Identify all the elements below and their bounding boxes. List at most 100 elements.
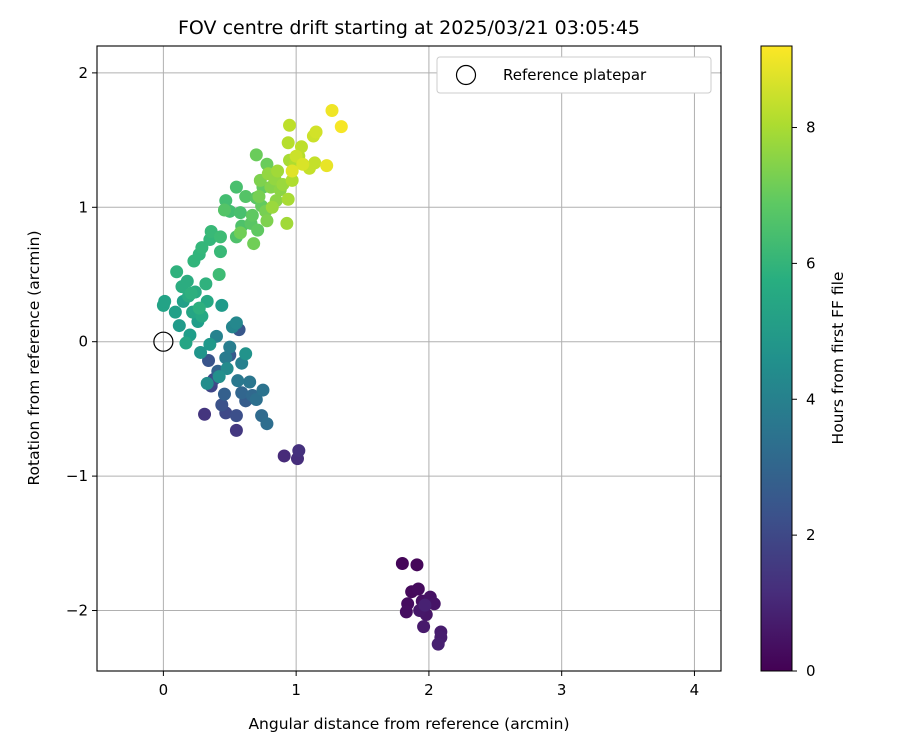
- data-point: [320, 159, 334, 173]
- data-point: [245, 208, 259, 222]
- data-point: [281, 136, 295, 150]
- data-point: [198, 407, 212, 421]
- y-axis-label: Rotation from reference (arcmin): [25, 230, 43, 485]
- data-point: [410, 558, 424, 572]
- y-tick-label: 2: [78, 64, 88, 82]
- data-point: [418, 598, 432, 612]
- x-tick-label: 3: [557, 681, 567, 699]
- grid-lines: [97, 46, 721, 671]
- data-point: [265, 200, 279, 214]
- colorbar: 0 2 4 6 8 Hours from first FF file: [760, 45, 847, 680]
- legend-label: Reference platepar: [503, 66, 647, 84]
- data-point: [399, 605, 413, 619]
- data-point: [285, 173, 299, 187]
- data-point: [179, 336, 193, 350]
- data-point: [229, 180, 243, 194]
- data-points: [156, 104, 448, 651]
- data-point: [247, 237, 261, 251]
- data-point: [411, 582, 425, 596]
- data-point: [213, 230, 227, 244]
- colorbar-tick-label: 0: [806, 662, 816, 680]
- data-point: [199, 277, 213, 291]
- colorbar-label: Hours from first FF file: [829, 272, 847, 445]
- x-axis-label: Angular distance from reference (arcmin): [248, 715, 569, 733]
- data-point: [223, 340, 237, 354]
- x-axis-ticks: 0 1 2 3 4: [159, 671, 700, 699]
- data-point: [431, 637, 445, 651]
- data-point: [212, 370, 226, 384]
- y-tick-label: 1: [78, 198, 88, 216]
- data-point: [280, 216, 294, 230]
- data-point: [271, 164, 285, 178]
- data-point: [256, 383, 270, 397]
- colorbar-tick-label: 4: [806, 390, 816, 408]
- data-point: [172, 319, 186, 333]
- data-point: [168, 305, 182, 319]
- plot-frame: [96, 45, 722, 672]
- data-point: [200, 376, 214, 390]
- x-tick-label: 2: [424, 681, 434, 699]
- data-point: [285, 164, 299, 178]
- data-point: [395, 556, 409, 570]
- reference-point: [153, 331, 174, 352]
- data-point: [195, 241, 209, 255]
- x-tick-label: 4: [690, 681, 700, 699]
- data-point: [277, 449, 291, 463]
- legend-box: [436, 56, 712, 94]
- data-point: [215, 298, 229, 312]
- y-tick-label: −2: [66, 602, 88, 620]
- data-point: [220, 362, 234, 376]
- data-point: [180, 274, 194, 288]
- data-point: [251, 223, 265, 237]
- data-point: [192, 301, 206, 315]
- reference-point-group: [153, 331, 174, 352]
- colorbar-gradient: [760, 45, 793, 672]
- data-point: [260, 417, 274, 431]
- colorbar-ticks: 0 2 4 6 8: [792, 119, 816, 680]
- data-point: [334, 120, 348, 134]
- data-point: [213, 245, 227, 259]
- data-point: [233, 226, 247, 240]
- data-point: [292, 444, 306, 458]
- data-point: [249, 148, 263, 162]
- data-point: [170, 265, 184, 279]
- data-point: [239, 347, 253, 361]
- x-tick-label: 1: [291, 681, 301, 699]
- y-axis-ticks: −2 −1 0 1 2: [66, 64, 97, 620]
- data-point: [217, 387, 231, 401]
- data-point: [235, 386, 249, 400]
- data-point: [215, 398, 229, 412]
- data-point: [229, 423, 243, 437]
- chart-title: FOV centre drift starting at 2025/03/21 …: [178, 17, 640, 39]
- y-tick-label: 0: [78, 333, 88, 351]
- data-point: [184, 286, 198, 300]
- data-point: [202, 354, 216, 368]
- legend: Reference platepar: [436, 56, 712, 94]
- data-point: [252, 190, 266, 204]
- data-point: [308, 156, 322, 170]
- data-point: [229, 316, 243, 330]
- data-point: [212, 267, 226, 281]
- data-point: [219, 351, 233, 365]
- data-point: [417, 620, 431, 634]
- data-point: [194, 345, 208, 359]
- data-point: [249, 392, 263, 406]
- data-point: [325, 104, 339, 118]
- colorbar-tick-label: 2: [806, 526, 816, 544]
- data-point: [243, 375, 257, 389]
- colorbar-tick-label: 8: [806, 119, 816, 137]
- data-point: [239, 190, 253, 204]
- y-tick-label: −1: [66, 467, 88, 485]
- data-point: [233, 206, 247, 220]
- data-point: [203, 337, 217, 351]
- data-point: [229, 409, 243, 423]
- colorbar-tick-label: 6: [806, 254, 816, 272]
- data-point: [260, 214, 274, 228]
- data-point: [158, 294, 172, 308]
- legend-marker: [455, 64, 477, 86]
- data-point: [309, 125, 323, 139]
- data-point: [231, 374, 245, 388]
- data-point: [296, 157, 310, 171]
- data-point: [281, 192, 295, 206]
